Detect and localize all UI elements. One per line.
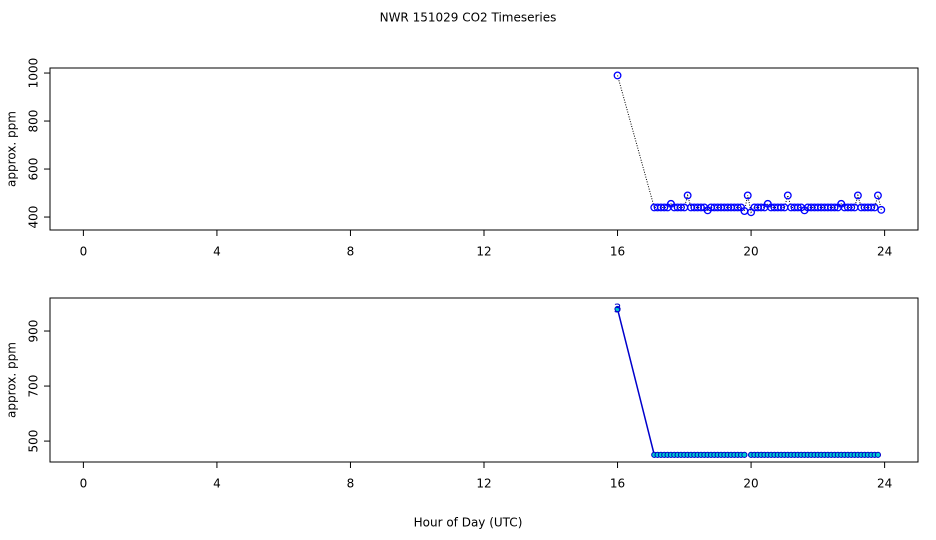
x-tick-label: 8 [347,477,355,491]
x-tick-label: 0 [80,477,88,491]
data-point [853,191,862,200]
data-point [870,203,879,212]
chart-title: NWR 151029 CO2 Timeseries [380,11,557,25]
x-tick-label: 12 [476,477,491,491]
data-point [677,203,685,212]
x-tick-label: 4 [213,245,221,259]
data-point [867,203,876,212]
y-axis-label: approx. ppm [5,342,19,418]
y-tick-label: 800 [27,110,41,133]
x-tick-label: 4 [213,477,221,491]
x-axis-label: Hour of Day (UTC) [414,516,523,530]
data-point [757,203,766,212]
data-point [873,191,882,200]
x-tick-label: 20 [743,477,758,491]
x-tick-label: 24 [877,477,892,491]
x-tick-label: 0 [80,245,88,259]
data-point [830,203,839,212]
data-point [847,203,856,212]
x-tick-label: 16 [610,245,625,259]
data-point [733,203,742,212]
x-tick-label: 12 [476,245,491,259]
data-point [793,203,802,212]
data-point [877,205,886,214]
y-tick-label: 700 [27,375,41,398]
data-point [741,451,748,458]
data-point [777,203,786,212]
data-point [613,71,622,80]
y-tick-label: 600 [27,158,41,181]
y-tick-label: 1000 [27,58,41,89]
x-tick-label: 16 [610,477,625,491]
data-point [874,451,882,458]
data-point [743,191,752,200]
plot-frame [49,297,919,463]
y-tick-label: 400 [27,206,41,229]
x-tick-label: 24 [877,245,892,259]
data-point [683,191,692,200]
data-point [697,203,705,212]
annotation: 3 [614,302,622,316]
x-tick-label: 8 [347,245,355,259]
data-point [783,191,792,200]
y-axis-label: approx. ppm [5,111,19,187]
data-point [660,203,669,212]
x-tick-label: 20 [743,245,758,259]
series-line [616,308,745,456]
data-point [614,305,621,313]
y-tick-label: 500 [27,430,41,453]
y-tick-label: 900 [27,320,41,343]
series-line [617,75,882,214]
